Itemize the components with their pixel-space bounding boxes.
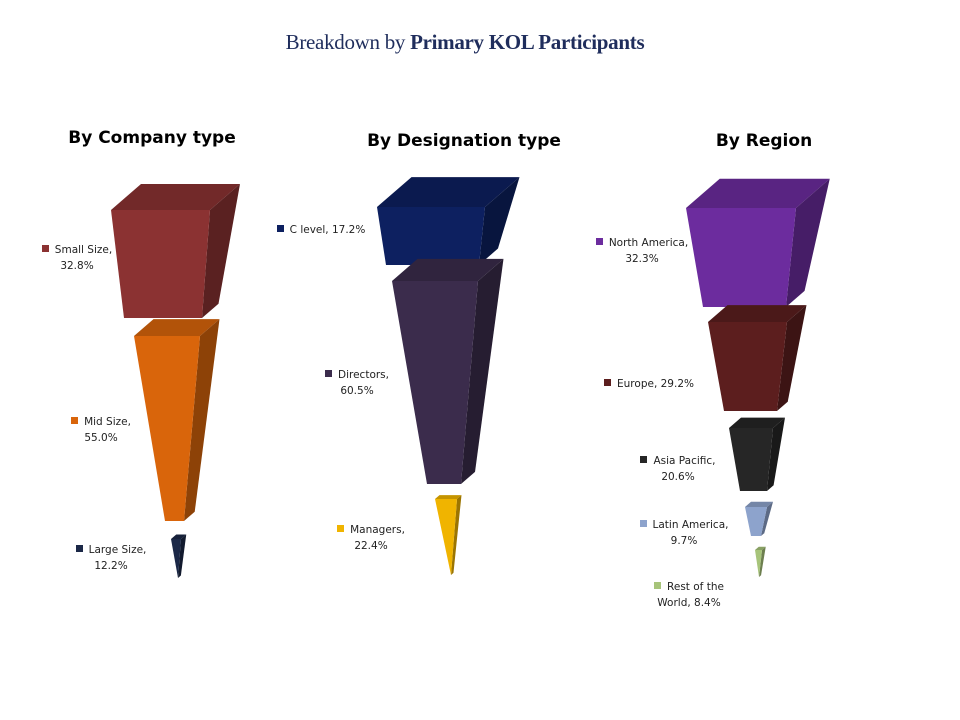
legend-value: 9.7% [670, 535, 698, 547]
legend-value: 55.0% [84, 432, 118, 444]
legend-item: Latin America, 9.7% [609, 517, 759, 549]
funnel-segment-top [392, 258, 504, 281]
funnel-segment-top [708, 305, 807, 322]
legend-value: 60.5% [340, 385, 374, 397]
funnel-segment [745, 507, 767, 536]
page-title-prefix: Breakdown by [285, 30, 411, 54]
page-title-bold: Primary KOL Participants [410, 30, 645, 54]
legend-swatch [276, 225, 284, 232]
legend-swatch [604, 379, 612, 386]
funnel-segment-side [759, 546, 766, 577]
legend-item: C level, 17.2% [246, 222, 396, 238]
chart-title-region: By Region [715, 131, 813, 151]
funnel-segment [755, 550, 762, 577]
funnel-segment-top [686, 178, 830, 208]
legend-item: Asia Pacific, 20.6% [603, 453, 753, 485]
funnel-segment-top [111, 184, 240, 210]
legend-swatch [595, 238, 603, 245]
funnel-segment-side [777, 305, 807, 411]
legend-item: Managers, 22.4% [296, 522, 446, 554]
funnel-segment-side [451, 495, 462, 575]
legend-value: 32.8% [60, 260, 94, 272]
funnel-segment-side [202, 184, 240, 318]
funnel-segment-side [761, 501, 773, 536]
legend-item: Mid Size, 55.0% [26, 414, 176, 446]
legend-label: Rest of the [667, 581, 724, 593]
legend-value: 32.3% [625, 253, 659, 265]
legend-swatch [337, 525, 345, 532]
legend-item: Directors, 60.5% [282, 367, 432, 399]
legend-item: Europe, 29.2% [574, 376, 724, 392]
funnel-segment-side [184, 319, 220, 521]
chart-title-designation: By Designation type [367, 131, 561, 151]
funnel-segment [435, 499, 457, 575]
legend-label: C level, 17.2% [289, 224, 366, 236]
funnel-segment [377, 207, 485, 265]
page-title: Breakdown by Primary KOL Participants [0, 30, 930, 55]
legend-item: Small Size, 32.8% [2, 242, 152, 274]
legend-label: Asia Pacific, [653, 455, 716, 467]
funnel-segment-top [729, 417, 785, 428]
funnel-segment-top [377, 177, 520, 207]
legend-item: Rest of the World, 8.4% [614, 579, 764, 611]
legend-label: Directors, [338, 369, 389, 381]
legend-swatch [639, 520, 647, 527]
legend-value: 20.6% [661, 471, 695, 483]
legend-swatch [325, 370, 332, 377]
legend-value: 22.4% [354, 540, 388, 552]
legend-label: North America, [608, 237, 689, 249]
legend-value: World, 8.4% [657, 597, 721, 609]
funnel-segment-top [171, 534, 187, 539]
legend-label: Small Size, [54, 244, 113, 256]
funnel-segment-side [767, 417, 785, 491]
legend-swatch [41, 245, 49, 252]
legend-label: Europe, 29.2% [617, 378, 694, 390]
funnel-segment-top [435, 495, 462, 499]
funnel-segment-top [755, 546, 766, 550]
funnel-segment-side [178, 534, 187, 578]
funnel-segment [729, 428, 773, 491]
funnel-segment [171, 539, 181, 578]
funnel-segment-side [461, 258, 504, 484]
legend-swatch [654, 582, 662, 589]
legend-swatch [75, 545, 83, 552]
legend-swatch [640, 456, 648, 463]
funnel-segment [392, 281, 478, 484]
funnel-segment-side [479, 177, 520, 265]
legend-swatch [71, 417, 79, 424]
legend-item: North America, 32.3% [567, 235, 717, 267]
funnel-segment [134, 336, 200, 521]
legend-item: Large Size, 12.2% [36, 542, 186, 574]
legend-label: Large Size, [88, 544, 147, 556]
funnel-segment-side [786, 178, 830, 307]
legend-value: 12.2% [94, 560, 128, 572]
chart-title-company: By Company type [68, 128, 236, 148]
legend-label: Mid Size, [84, 416, 131, 428]
funnel-segment-top [134, 319, 220, 336]
funnel-segment [686, 208, 796, 307]
funnel-segment [111, 210, 210, 318]
legend-label: Latin America, [652, 519, 729, 531]
legend-label: Managers, [350, 524, 405, 536]
funnel-segment [708, 322, 787, 411]
funnel-segment-top [745, 501, 773, 507]
